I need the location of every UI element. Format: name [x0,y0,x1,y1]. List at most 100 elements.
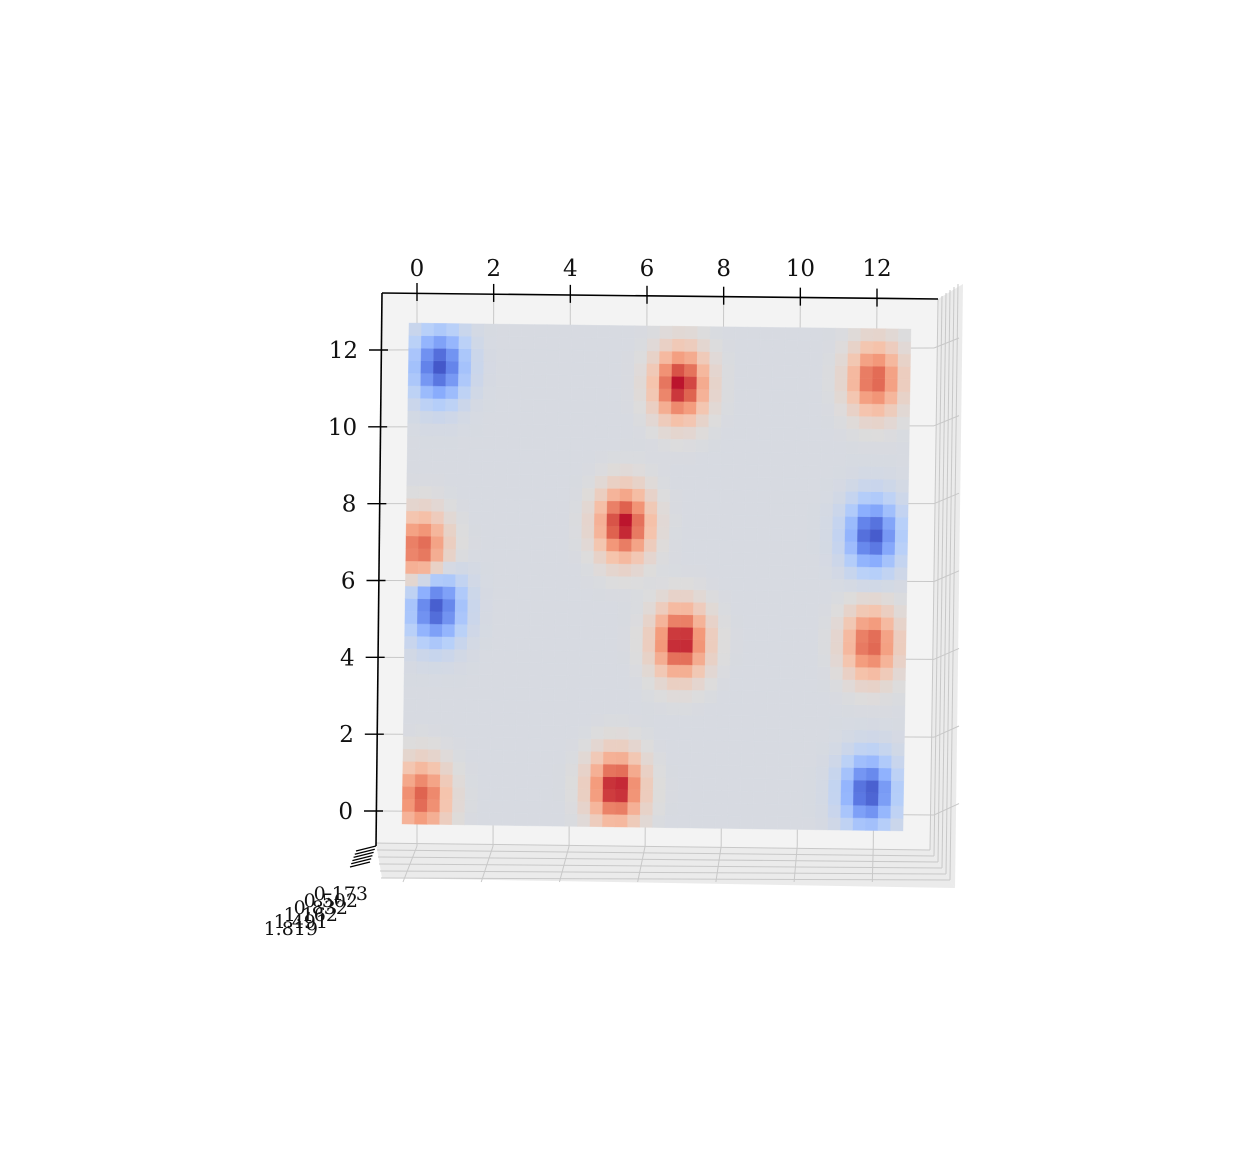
surface-cell [782,490,796,504]
surface-cell [608,350,623,364]
surface-cell [518,511,533,526]
surface-cell [717,652,731,666]
surface-cell [742,640,756,654]
surface-cell [646,363,660,377]
surface-cell [892,654,907,669]
surface-cell [639,789,654,803]
surface-cell [566,662,581,677]
surface-cell [691,664,706,679]
surface-cell [779,653,794,667]
surface-cell [665,777,679,791]
surface-cell [476,799,491,814]
surface-cell [893,604,907,618]
surface-cell [844,503,859,517]
surface-cell [806,540,821,555]
surface-cell [545,412,559,426]
surface-cell [794,502,809,517]
surface-cell [705,589,720,603]
surface-cell [489,774,504,789]
surface-cell [709,363,723,378]
surface-cell [640,739,655,753]
surface-cell [490,699,505,713]
surface-cell [401,798,416,812]
surface-cell [502,749,517,764]
surface-cell [745,414,760,428]
surface-cell [702,777,717,792]
z-side-grid-line [949,283,959,881]
surface-cell [841,754,855,768]
surface-cell [504,649,518,664]
surface-cell [678,739,692,754]
surface-cell [532,424,546,438]
surface-cell [879,679,894,694]
surface-cell [402,735,417,750]
surface-cell [820,478,834,492]
surface-cell [892,679,906,694]
surface-cell [577,801,591,815]
surface-cell [808,440,822,454]
surface-cell [502,774,516,789]
surface-cell [692,627,706,641]
surface-cell [858,428,873,442]
surface-cell [594,462,609,477]
surface-cell [503,674,518,689]
surface-cell [546,336,560,351]
surface-cell [891,755,905,769]
surface-cell [632,450,646,465]
surface-cell [609,325,623,339]
surface-cell [456,511,470,525]
surface-cell [533,349,548,363]
surface-cell [619,450,634,464]
surface-cell [718,589,732,604]
surface-cell [619,500,633,515]
surface-cell [640,776,654,791]
surface-cell [503,687,518,701]
surface-cell [846,428,860,442]
surface-cell [570,399,584,414]
surface-cell [644,513,658,527]
surface-cell [704,664,718,679]
surface-cell [752,803,766,817]
surface-cell [770,427,785,441]
surface-cell [881,591,895,606]
surface-cell [441,623,456,638]
surface-cell [645,413,660,427]
surface-cell [856,553,871,568]
surface-cell [529,612,544,626]
surface-cell [569,474,583,489]
x-floor-grid-line [715,845,722,883]
surface-cell [693,564,707,578]
surface-cell [658,363,673,377]
surface-cell [570,412,584,426]
surface-cell [577,750,592,765]
surface-cell [467,611,481,625]
surface-cell [415,698,430,712]
surface-cell [755,627,769,642]
surface-cell [426,798,441,813]
surface-cell [492,611,506,626]
surface-cell [556,499,570,514]
y-tick-label: 4 [340,645,355,671]
surface-cell [432,373,447,387]
surface-cell [580,550,595,564]
surface-cell [853,754,867,769]
surface-cell [806,565,820,580]
surface-cell [415,686,430,700]
surface-cell [818,591,832,605]
surface-cell [893,617,907,631]
surface-cell [516,674,530,689]
surface-cell [771,414,785,429]
surface-cell [595,375,610,389]
surface-cell [722,326,736,340]
surface-cell [605,588,619,602]
surface-cell [407,372,422,387]
surface-cell [614,801,629,815]
surface-cell [770,477,784,491]
surface-cell [769,490,784,504]
surface-cell [790,803,804,818]
surface-cell [731,552,745,566]
surface-cell [481,486,495,500]
surface-cell [829,716,843,731]
surface-cell [582,437,596,451]
